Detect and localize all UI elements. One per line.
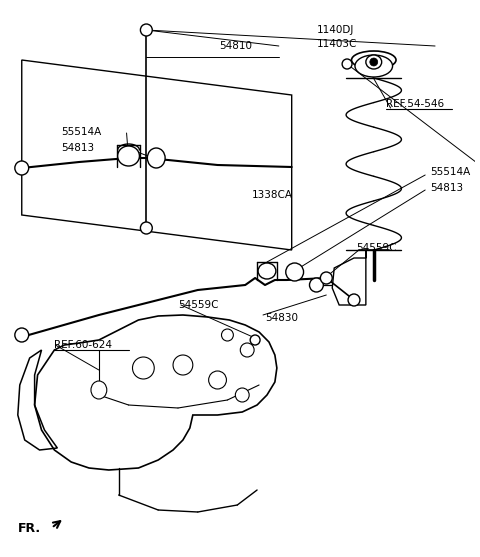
Ellipse shape — [286, 263, 303, 281]
Ellipse shape — [235, 388, 249, 402]
Text: 54559C: 54559C — [356, 243, 396, 253]
Circle shape — [342, 59, 352, 69]
Ellipse shape — [147, 148, 165, 168]
Ellipse shape — [240, 343, 254, 357]
Ellipse shape — [221, 329, 233, 341]
Text: 1338CA: 1338CA — [252, 190, 293, 200]
Ellipse shape — [209, 371, 227, 389]
Ellipse shape — [258, 263, 276, 279]
Text: 55514A: 55514A — [430, 167, 470, 177]
Ellipse shape — [91, 381, 107, 399]
Text: 54813: 54813 — [430, 183, 463, 193]
Text: 55514A: 55514A — [61, 127, 102, 137]
Ellipse shape — [366, 55, 382, 69]
Circle shape — [348, 294, 360, 306]
Circle shape — [370, 58, 378, 66]
Text: 54830: 54830 — [265, 313, 298, 323]
Text: FR.: FR. — [18, 521, 41, 535]
Circle shape — [320, 272, 332, 284]
Ellipse shape — [173, 355, 193, 375]
Ellipse shape — [118, 146, 139, 166]
Circle shape — [310, 278, 324, 292]
Text: 54813: 54813 — [61, 143, 95, 153]
Circle shape — [15, 328, 29, 342]
Ellipse shape — [355, 55, 393, 77]
Text: 1140DJ: 1140DJ — [316, 25, 354, 35]
Text: 54810: 54810 — [219, 41, 252, 51]
Circle shape — [141, 222, 152, 234]
Text: 11403C: 11403C — [316, 39, 357, 49]
Circle shape — [15, 161, 29, 175]
Text: 54559C: 54559C — [178, 300, 218, 310]
Ellipse shape — [132, 357, 154, 379]
Circle shape — [141, 24, 152, 36]
Text: REF.54-546: REF.54-546 — [385, 99, 444, 109]
Ellipse shape — [351, 51, 396, 69]
Text: REF.60-624: REF.60-624 — [54, 340, 112, 350]
Circle shape — [250, 335, 260, 345]
